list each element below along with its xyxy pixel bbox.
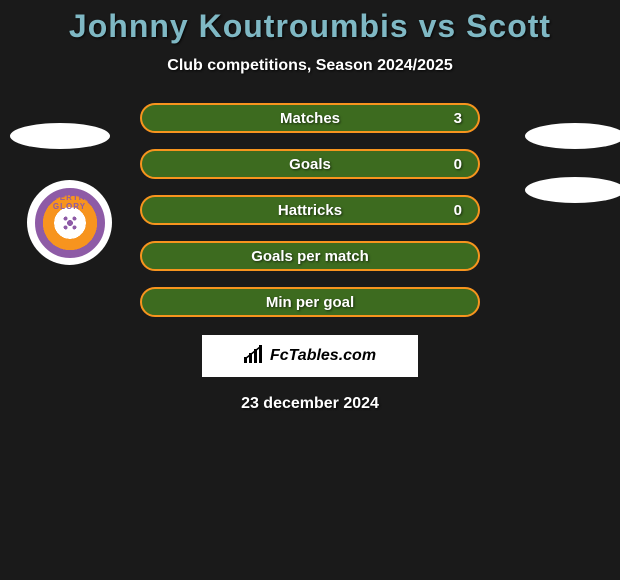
stat-label: Matches: [280, 110, 340, 127]
avatar-placeholder-right-bottom: [525, 177, 620, 203]
stat-row: Min per goal: [140, 287, 480, 317]
stat-label: Goals per match: [251, 248, 369, 265]
stat-row: Goals per match: [140, 241, 480, 271]
stat-label: Hattricks: [278, 202, 342, 219]
stat-label: Min per goal: [266, 294, 354, 311]
club-badge-perth-glory: PERTH GLORY: [27, 180, 112, 265]
chart-icon: [244, 345, 264, 368]
fctables-logo[interactable]: FcTables.com: [202, 335, 418, 377]
stat-value: 3: [454, 110, 462, 127]
stat-label: Goals: [289, 156, 331, 173]
stat-row: Hattricks 0: [140, 195, 480, 225]
stat-value: 0: [454, 156, 462, 173]
comparison-card: Johnny Koutroumbis vs Scott Club competi…: [0, 0, 620, 413]
stat-value: 0: [454, 202, 462, 219]
avatar-placeholder-left-top: [10, 123, 110, 149]
stat-row: Goals 0: [140, 149, 480, 179]
club-badge-label: PERTH GLORY: [38, 193, 102, 211]
subtitle: Club competitions, Season 2024/2025: [0, 57, 620, 75]
snapshot-date: 23 december 2024: [0, 395, 620, 413]
fctables-logo-text: FcTables.com: [270, 347, 376, 365]
stat-row: Matches 3: [140, 103, 480, 133]
page-title: Johnny Koutroumbis vs Scott: [0, 8, 620, 45]
avatar-placeholder-right-top: [525, 123, 620, 149]
